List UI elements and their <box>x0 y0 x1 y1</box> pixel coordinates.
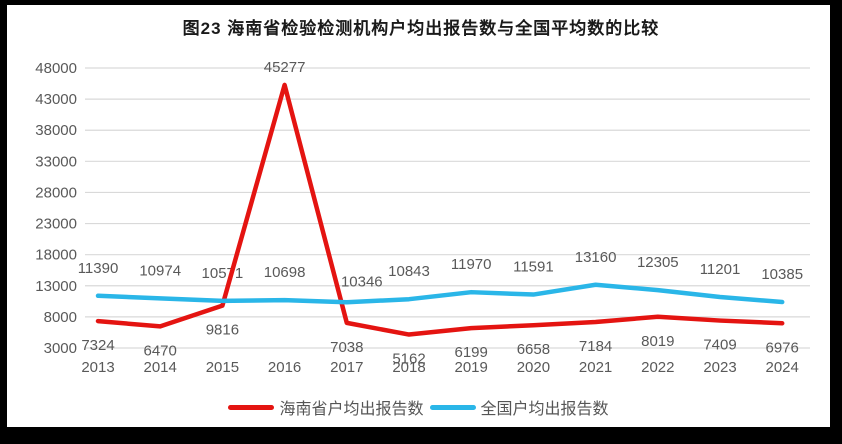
x-axis-tick-label: 2023 <box>703 359 736 376</box>
data-label-national: 10571 <box>202 265 244 282</box>
data-label-national: 11390 <box>78 260 119 277</box>
chart-legend: 海南省户均出报告数 全国户均出报告数 <box>7 396 830 418</box>
x-axis-tick-label: 2018 <box>392 359 425 376</box>
series-line-national <box>95 282 785 305</box>
y-axis-tick-label: 8000 <box>44 309 77 326</box>
y-axis-tick-label: 38000 <box>35 122 77 139</box>
data-label-hainan: 8019 <box>641 333 674 350</box>
legend-line-swatch <box>429 404 476 410</box>
x-axis-tick-label: 2015 <box>206 359 239 376</box>
data-label-national: 11201 <box>700 261 741 278</box>
legend-line-swatch <box>228 404 275 410</box>
x-axis-tick-label: 2013 <box>81 359 114 376</box>
chart-title: 图23 海南省检验检测机构户均出报告数与全国平均数的比较 <box>182 19 660 38</box>
data-label-hainan: 5162 <box>392 351 425 368</box>
data-label-national: 10346 <box>341 273 383 290</box>
series-line-hainan <box>95 82 785 337</box>
x-axis-tick-label: 2024 <box>766 359 799 376</box>
data-label-hainan: 7038 <box>330 339 363 356</box>
data-label-hainan: 7324 <box>81 337 114 354</box>
x-axis-tick-label: 2019 <box>455 359 488 376</box>
legend-item-hainan: 海南省户均出报告数 <box>228 395 424 419</box>
data-label-hainan: 6976 <box>766 339 799 356</box>
x-axis-tick-label: 2020 <box>517 359 550 376</box>
legend-label: 海南省户均出报告数 <box>279 401 424 418</box>
data-label-hainan: 6199 <box>455 344 488 361</box>
y-axis-tick-label: 48000 <box>35 60 77 77</box>
x-axis-tick-label: 2022 <box>641 359 674 376</box>
y-axis-tick-label: 23000 <box>35 216 77 233</box>
x-axis-tick-label: 2021 <box>579 359 612 376</box>
y-axis-tick-label: 28000 <box>35 184 77 201</box>
data-label-hainan: 7409 <box>703 337 736 354</box>
legend-item-national: 全国户均出报告数 <box>429 395 609 419</box>
data-label-hainan: 6658 <box>517 341 550 358</box>
data-label-hainan: 9816 <box>206 322 239 339</box>
data-label-hainan: 45277 <box>264 59 306 76</box>
data-label-national: 10843 <box>388 263 430 280</box>
data-label-national: 12305 <box>637 254 679 271</box>
data-label-national: 11591 <box>513 259 554 276</box>
chart-canvas <box>7 5 830 427</box>
data-label-national: 11970 <box>451 256 492 273</box>
data-label-hainan: 6470 <box>144 342 177 359</box>
x-axis-tick-label: 2017 <box>330 359 363 376</box>
y-axis-tick-label: 33000 <box>35 153 77 170</box>
data-label-national: 10974 <box>139 262 181 279</box>
data-label-hainan: 7184 <box>579 338 612 355</box>
x-axis-tick-label: 2014 <box>144 359 177 376</box>
data-label-national: 10385 <box>761 266 803 283</box>
y-axis-tick-label: 43000 <box>35 91 77 108</box>
data-label-national: 10698 <box>264 264 306 281</box>
x-axis-tick-label: 2016 <box>268 359 301 376</box>
legend-label: 全国户均出报告数 <box>480 401 609 418</box>
y-axis-tick-label: 3000 <box>44 340 77 357</box>
data-label-national: 13160 <box>575 249 617 266</box>
y-axis-tick-label: 18000 <box>35 247 77 264</box>
y-axis-tick-label: 13000 <box>35 278 77 295</box>
